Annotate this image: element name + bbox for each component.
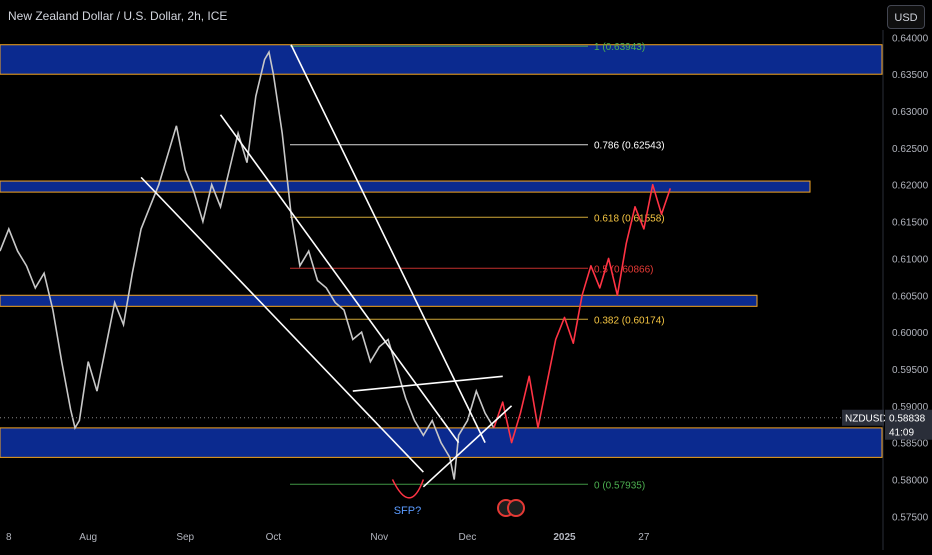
sfp-annotation: SFP? — [394, 505, 422, 517]
fib-level-label: 0.382 (0.60174) — [594, 315, 665, 326]
supply-demand-zone — [0, 294, 758, 307]
x-axis-tick-label: Sep — [176, 532, 194, 543]
symbol-tag-label: NZDUSD — [845, 414, 887, 425]
trendline — [219, 114, 460, 444]
price-tag-countdown: 41:09 — [889, 428, 914, 439]
x-axis-tick-label: 2025 — [553, 532, 576, 543]
x-axis-tick-label: Oct — [266, 532, 282, 543]
economic-event-icon[interactable] — [507, 499, 525, 517]
x-axis-tick-label: Aug — [79, 532, 97, 543]
y-axis-tick-label: 0.60000 — [892, 328, 929, 339]
sfp-marker — [391, 479, 425, 499]
supply-demand-zone — [0, 44, 883, 75]
x-axis-tick-label: Dec — [459, 532, 477, 543]
trendline — [422, 405, 513, 488]
y-axis-tick-label: 0.62000 — [892, 181, 929, 192]
y-axis-tick-label: 0.58000 — [892, 475, 929, 486]
projection-path — [493, 183, 672, 444]
trendline — [140, 176, 424, 473]
y-axis-tick-label: 0.64000 — [892, 33, 929, 44]
chart-title: New Zealand Dollar / U.S. Dollar, 2h, IC… — [8, 9, 228, 23]
y-axis-tick-label: 0.57500 — [892, 512, 929, 523]
price-tag — [885, 409, 932, 440]
trendline — [290, 44, 486, 443]
fib-level-label: 0 (0.57935) — [594, 480, 645, 491]
trendline — [352, 375, 503, 392]
price-series-line — [0, 49, 495, 480]
symbol-tag — [842, 409, 884, 426]
x-axis-tick-label: Nov — [370, 532, 388, 543]
supply-demand-zone — [0, 427, 883, 458]
currency-button[interactable]: USD — [887, 5, 925, 29]
supply-demand-zone — [0, 180, 811, 193]
y-axis-tick-label: 0.59000 — [892, 402, 929, 413]
fib-level-label: 1 (0.63943) — [594, 42, 645, 53]
fib-level-label: 0.618 (0.61558) — [594, 213, 665, 224]
y-axis-tick-label: 0.63500 — [892, 70, 929, 81]
y-axis-tick-label: 0.61500 — [892, 218, 929, 229]
y-axis-tick-label: 0.62500 — [892, 144, 929, 155]
y-axis-tick-label: 0.59500 — [892, 365, 929, 376]
x-axis-tick-label: 27 — [638, 532, 650, 543]
y-axis-tick-label: 0.63000 — [892, 107, 929, 118]
y-axis-tick-label: 0.58500 — [892, 439, 929, 450]
x-axis-tick-label: 8 — [6, 532, 12, 543]
y-axis-tick-label: 0.60500 — [892, 291, 929, 302]
fib-level-label: 0.786 (0.62543) — [594, 141, 665, 152]
y-axis-tick-label: 0.61000 — [892, 254, 929, 265]
price-tag-value: 0.58838 — [889, 414, 926, 425]
fib-level-label: 0.5 (0.60866) — [594, 264, 654, 275]
